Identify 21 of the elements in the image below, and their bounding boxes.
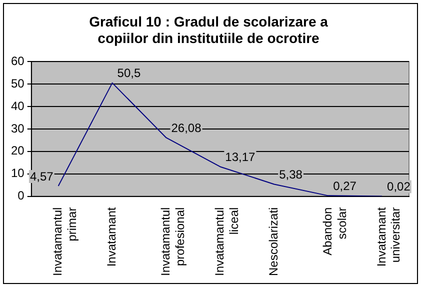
y-tick-label: 0 [18,188,25,203]
chart-title: Graficul 10 : Gradul de scolarizare a copiilor din institutiile de ocrotire [89,13,328,46]
x-tick-label: Invatamantul primar [50,207,80,276]
data-label: 26,08 [171,121,202,136]
y-tick-label: 60 [10,54,25,68]
y-tick-label: 30 [10,121,25,136]
data-label: 0,27 [333,179,357,193]
x-tick-label: Invatamantul profesional [158,207,187,276]
data-label: 5,38 [279,168,303,182]
x-tick-label: Invatamantul liceal [212,207,241,276]
x-tick-label: Abandon scolar [320,207,349,256]
y-tick-label: 20 [10,144,25,158]
data-label: 13,17 [225,150,256,164]
y-tick-label: 50 [10,76,25,90]
y-tick-label: 40 [10,98,25,113]
data-label: 50,5 [117,66,141,80]
y-tick-label: 10 [10,166,25,180]
x-tick-label: Invatamant [104,206,119,267]
data-label: 0,02 [387,180,411,194]
x-tick-label: Nescolarizati [266,207,280,276]
data-label: 4,57 [30,169,54,184]
